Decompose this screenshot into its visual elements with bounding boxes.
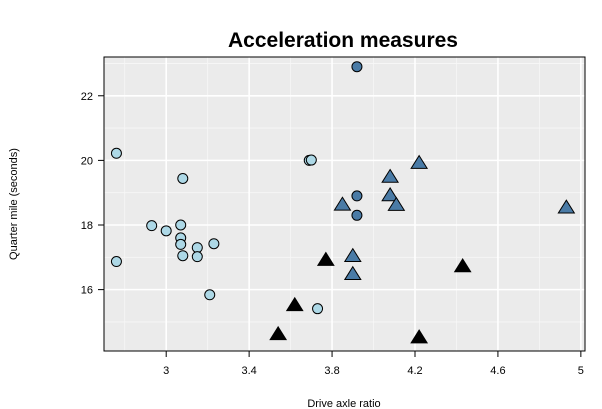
data-point-circle [110,256,122,268]
data-point-circle [175,238,187,250]
data-point-triangle [343,247,362,262]
plot-border [103,56,586,352]
data-points [110,61,576,344]
x-tick-label: 5 [578,365,584,377]
y-axis-label: Quarter mile (seconds) [8,148,20,260]
y-tick-label: 16 [81,285,93,297]
data-point-triangle [316,251,335,266]
x-tick-label: 4.2 [407,365,422,377]
data-point-triangle [343,265,362,281]
data-point-triangle [387,196,406,211]
y-tick-label: 22 [81,91,93,103]
data-point-triangle [333,196,352,211]
data-point-circle [204,289,216,301]
data-point-circle [160,225,172,237]
grid [104,57,585,351]
chart-title: Acceleration measures [228,29,458,52]
data-point-triangle [381,186,400,202]
data-point-triangle [285,296,304,312]
data-point-circle [177,250,189,262]
data-point-circle [191,242,203,254]
data-point-triangle [269,325,288,341]
y-tick-label: 20 [81,155,93,167]
data-point-circle [351,209,363,221]
data-point-triangle [557,199,576,214]
data-point-circle [351,61,363,73]
data-point-circle [305,154,317,166]
data-point-circle [191,251,203,263]
data-point-circle [208,238,220,250]
data-point-circle [110,147,122,159]
data-point-circle [175,219,187,231]
y-tick-label: 18 [81,220,93,232]
data-point-triangle [453,258,472,273]
data-point-circle [312,303,324,315]
data-point-circle [177,172,189,184]
x-axis-label: Drive axle ratio [307,398,380,409]
data-point-triangle [410,154,429,169]
data-point-circle [146,220,158,232]
axis-ticks: 3 3.4 3.8 4.2 4.6 5 16 18 20 22 [81,91,584,377]
x-tick-label: 3.8 [324,365,339,377]
x-tick-label: 4.6 [490,365,505,377]
data-point-triangle [410,329,429,344]
data-point-triangle [381,168,400,183]
x-tick-label: 3 [163,365,169,377]
data-point-circle [351,190,363,202]
x-tick-label: 3.4 [241,365,256,377]
